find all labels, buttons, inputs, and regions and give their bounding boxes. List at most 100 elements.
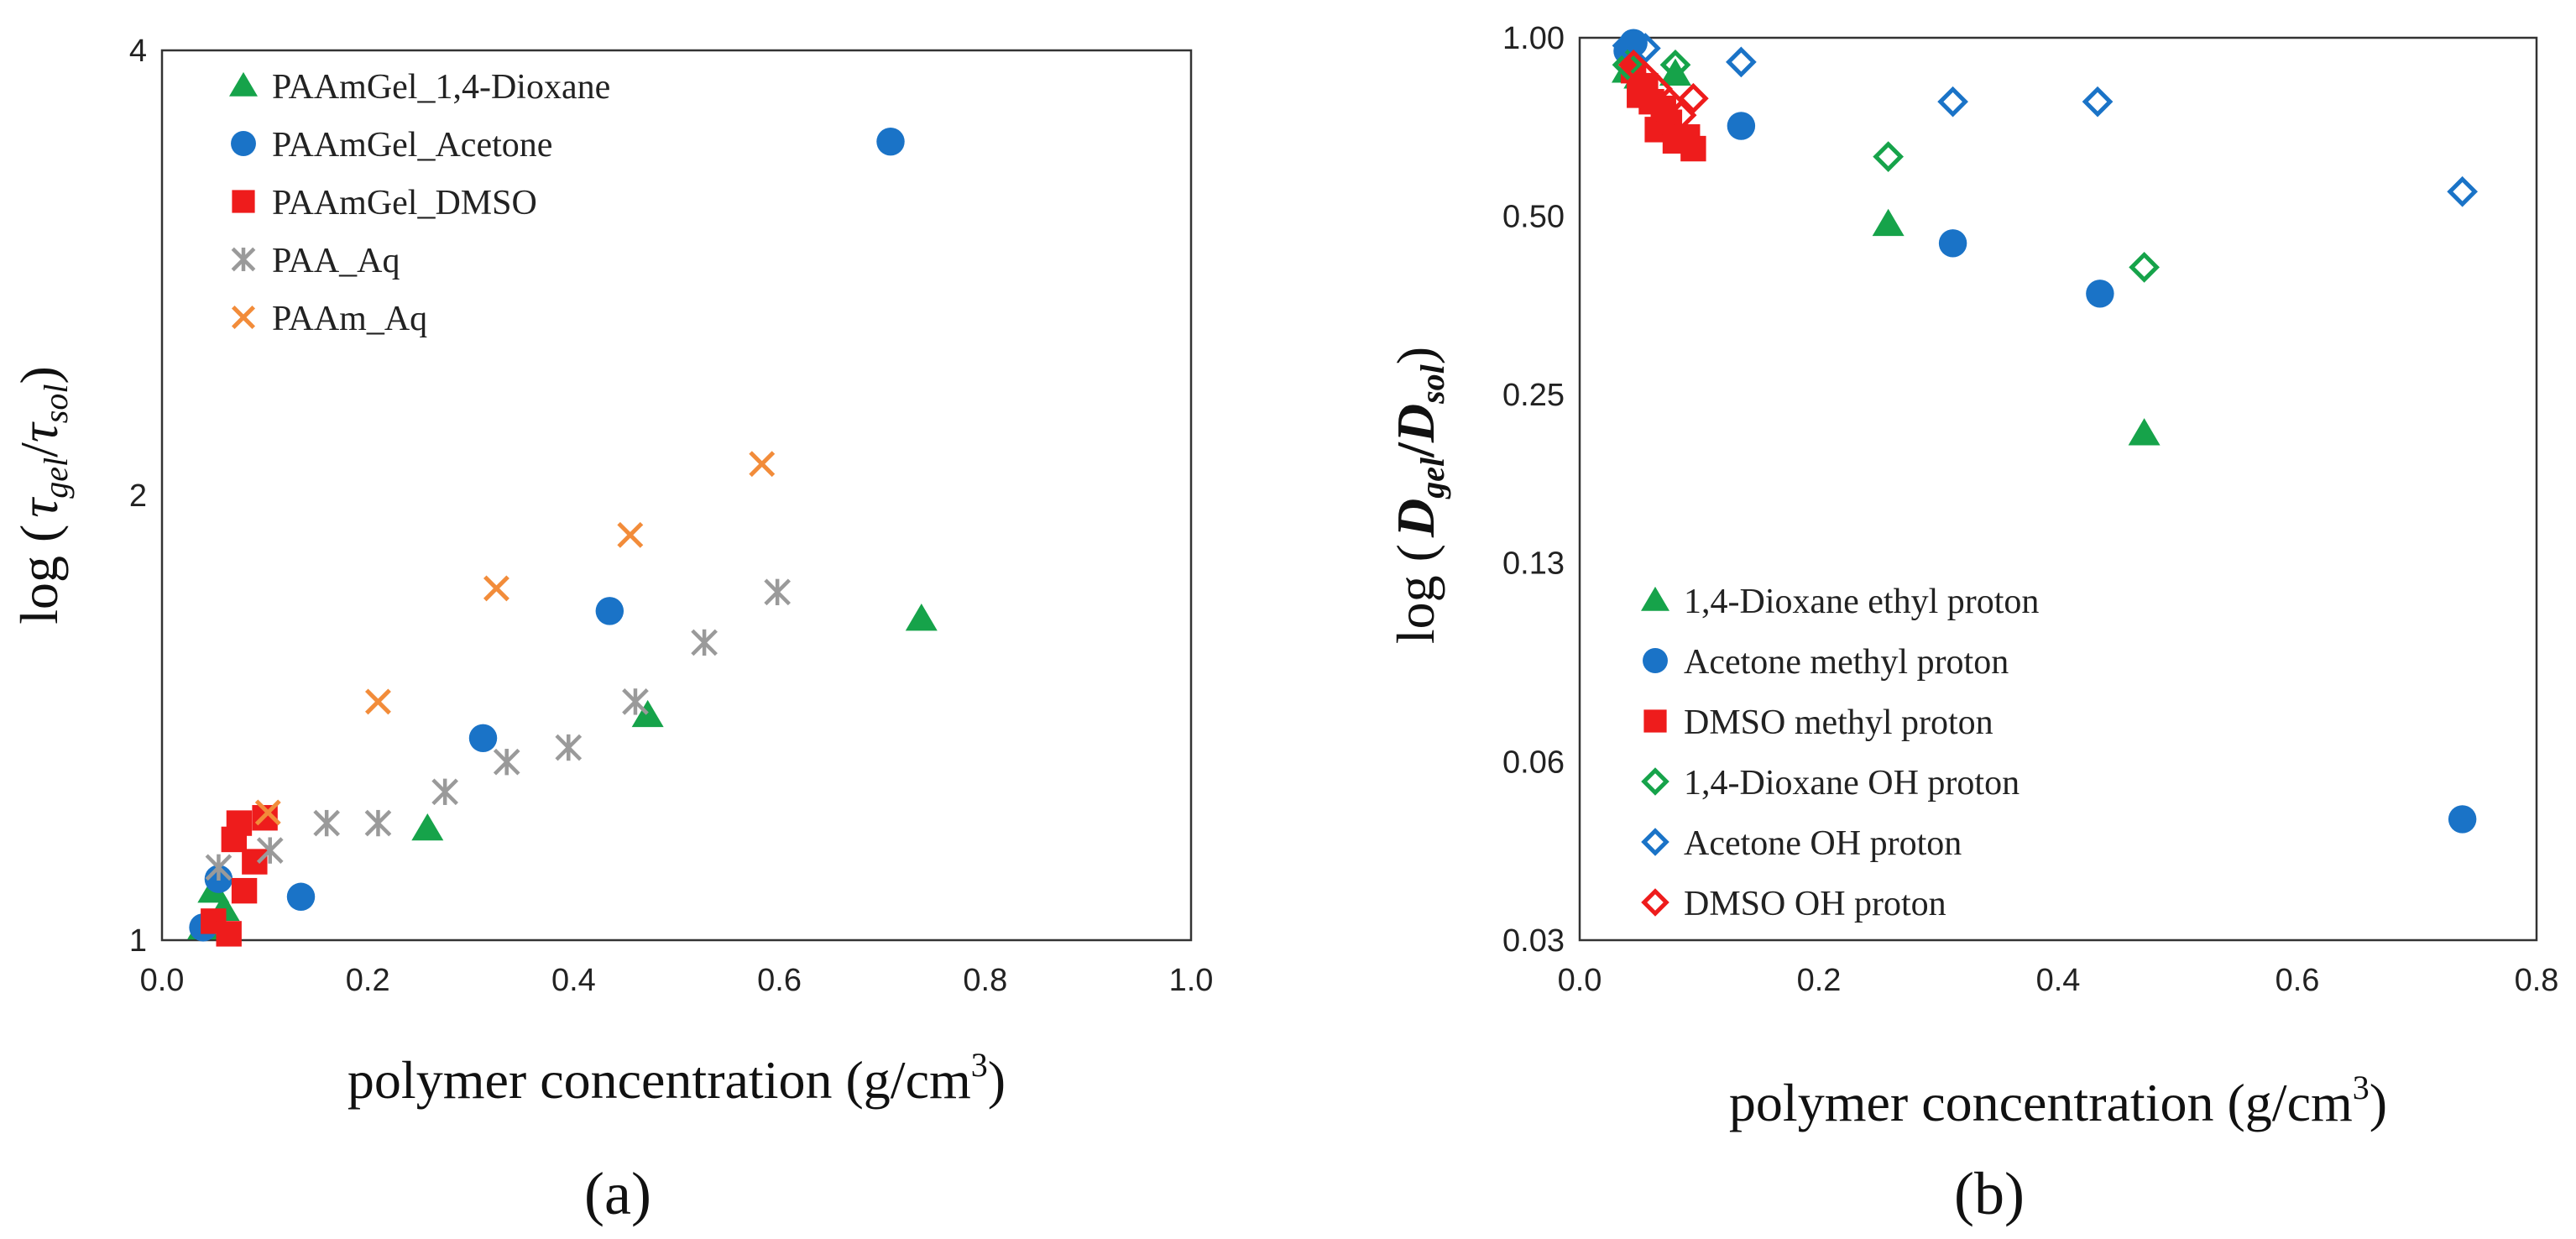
data-point <box>631 699 664 728</box>
data-point <box>1612 49 1643 81</box>
legend-item: PAAm_Aq <box>231 300 427 338</box>
legend-marker <box>1643 648 1668 673</box>
chart-b-panel-label: (b) <box>1954 1160 2025 1227</box>
legend-label: Acetone methyl proton <box>1684 643 2009 682</box>
data-point <box>617 521 644 548</box>
legend-label: PAAmGel_Acetone <box>272 126 552 165</box>
x-tick-label: 0.0 <box>1558 963 1602 998</box>
legend-label: 1,4-Dioxane ethyl proton <box>1684 583 2039 621</box>
x-tick-label: 0.6 <box>2276 963 2320 998</box>
chart-a-x-ticks: 0.0 0.2 0.4 0.6 0.8 1.0 <box>140 963 1214 998</box>
y-tick-label: 0.03 <box>1502 923 1565 959</box>
legend-marker <box>1641 767 1669 796</box>
chart-b-x-ticks: 0.0 0.2 0.4 0.6 0.8 <box>1558 963 2559 998</box>
chart-a-legend: PAAmGel_1,4-Dioxane PAAmGel_Acetone PAAmGe… <box>229 68 610 338</box>
data-point <box>483 575 509 602</box>
data-point <box>411 813 444 841</box>
legend-marker <box>232 190 255 213</box>
data-point <box>365 688 391 715</box>
data-point <box>905 604 938 631</box>
series-1 <box>1613 29 2477 834</box>
data-point <box>1872 208 1905 237</box>
series-2 <box>1620 57 1706 162</box>
chart-b-y-axis-label: log (Dgel/Dsol) <box>1386 347 1451 644</box>
data-point <box>493 748 520 776</box>
chart-a-plot-frame <box>160 49 1193 942</box>
legend-item: 1,4-Dioxane OH proton <box>1641 764 2020 802</box>
data-point <box>1873 141 1905 173</box>
chart-b: 0.0 0.2 0.4 0.6 0.8 0.03 0.06 0.13 0.25 0.50 1.00… <box>1386 21 2558 1227</box>
data-point <box>1659 58 1691 86</box>
data-point <box>216 921 242 947</box>
chart-a-points <box>187 127 938 947</box>
legend-marker <box>231 305 256 330</box>
data-point <box>2448 805 2477 834</box>
data-point <box>468 724 498 753</box>
data-point <box>226 810 253 836</box>
x-tick-label: 0.0 <box>140 963 185 998</box>
legend-marker <box>231 247 256 272</box>
legend-item: DMSO methyl proton <box>1643 703 1993 742</box>
chart-b-x-axis-label: polymer concentration (g/cm3) <box>1729 1069 2387 1132</box>
data-point <box>622 688 649 715</box>
chart-a-panel-label: (a) <box>584 1160 651 1227</box>
x-tick-label: 0.8 <box>2515 963 2559 998</box>
legend-label: PAAmGel_DMSO <box>272 184 537 222</box>
data-point <box>2128 418 2161 446</box>
data-point <box>555 734 583 761</box>
legend-item: 1,4-Dioxane ethyl proton <box>1641 583 2039 621</box>
chart-b-legend: 1,4-Dioxane ethyl proton Acetone methyl p… <box>1641 583 2039 923</box>
data-point <box>595 597 624 625</box>
x-tick-label: 0.4 <box>2036 963 2081 998</box>
legend-item: Acetone OH proton <box>1641 824 1962 863</box>
data-point <box>1937 86 1968 118</box>
data-point <box>749 451 776 478</box>
chart-b-y-ticks: 0.03 0.06 0.13 0.25 0.50 1.00 <box>1502 21 1565 959</box>
data-point <box>876 127 905 156</box>
legend-item: Acetone methyl proton <box>1643 643 2009 682</box>
data-point <box>764 578 791 606</box>
x-tick-label: 0.2 <box>346 963 390 998</box>
data-point <box>1938 229 1967 258</box>
data-point <box>1659 49 1691 81</box>
x-tick-label: 0.4 <box>551 963 596 998</box>
series-3 <box>205 578 791 881</box>
legend-label: DMSO OH proton <box>1684 885 1946 923</box>
y-tick-label: 0.50 <box>1502 199 1565 234</box>
chart-a: 0.0 0.2 0.4 0.6 0.8 1.0 1 2 4 PAAmGel_1,4-Dioxa… <box>9 34 1213 1227</box>
data-point <box>1680 135 1706 162</box>
data-point <box>2086 280 2114 308</box>
data-point <box>256 837 284 864</box>
y-tick-label: 2 <box>129 478 147 514</box>
legend-marker <box>229 71 258 97</box>
data-point <box>1726 46 1757 78</box>
data-point <box>2129 251 2160 283</box>
data-point <box>2447 175 2479 207</box>
legend-label: Acetone OH proton <box>1684 824 1962 863</box>
series-4 <box>254 451 776 826</box>
y-tick-label: 0.25 <box>1502 378 1565 413</box>
legend-marker <box>1641 828 1669 856</box>
legend-label: PAA_Aq <box>272 242 400 280</box>
data-point <box>2082 86 2114 118</box>
data-point <box>313 809 341 837</box>
legend-label: PAAm_Aq <box>272 300 427 338</box>
data-point <box>691 629 718 656</box>
data-point <box>286 882 316 911</box>
legend-label: DMSO methyl proton <box>1684 703 1993 742</box>
data-point <box>231 877 258 904</box>
data-point <box>1678 82 1709 114</box>
data-point <box>1630 33 1661 64</box>
y-tick-label: 0.13 <box>1502 546 1565 581</box>
legend-item: PAAmGel_1,4-Dioxane <box>229 68 610 107</box>
data-point <box>254 799 281 826</box>
x-tick-label: 0.6 <box>757 963 802 998</box>
chart-b-points <box>1612 29 2479 834</box>
chart-a-x-axis-label: polymer concentration (g/cm3) <box>347 1046 1006 1110</box>
data-point <box>242 849 268 875</box>
x-tick-label: 0.8 <box>963 963 1007 998</box>
data-point <box>205 854 233 881</box>
legend-label: 1,4-Dioxane OH proton <box>1684 764 2020 802</box>
legend-item: DMSO OH proton <box>1641 885 1946 923</box>
legend-marker <box>1641 888 1669 917</box>
